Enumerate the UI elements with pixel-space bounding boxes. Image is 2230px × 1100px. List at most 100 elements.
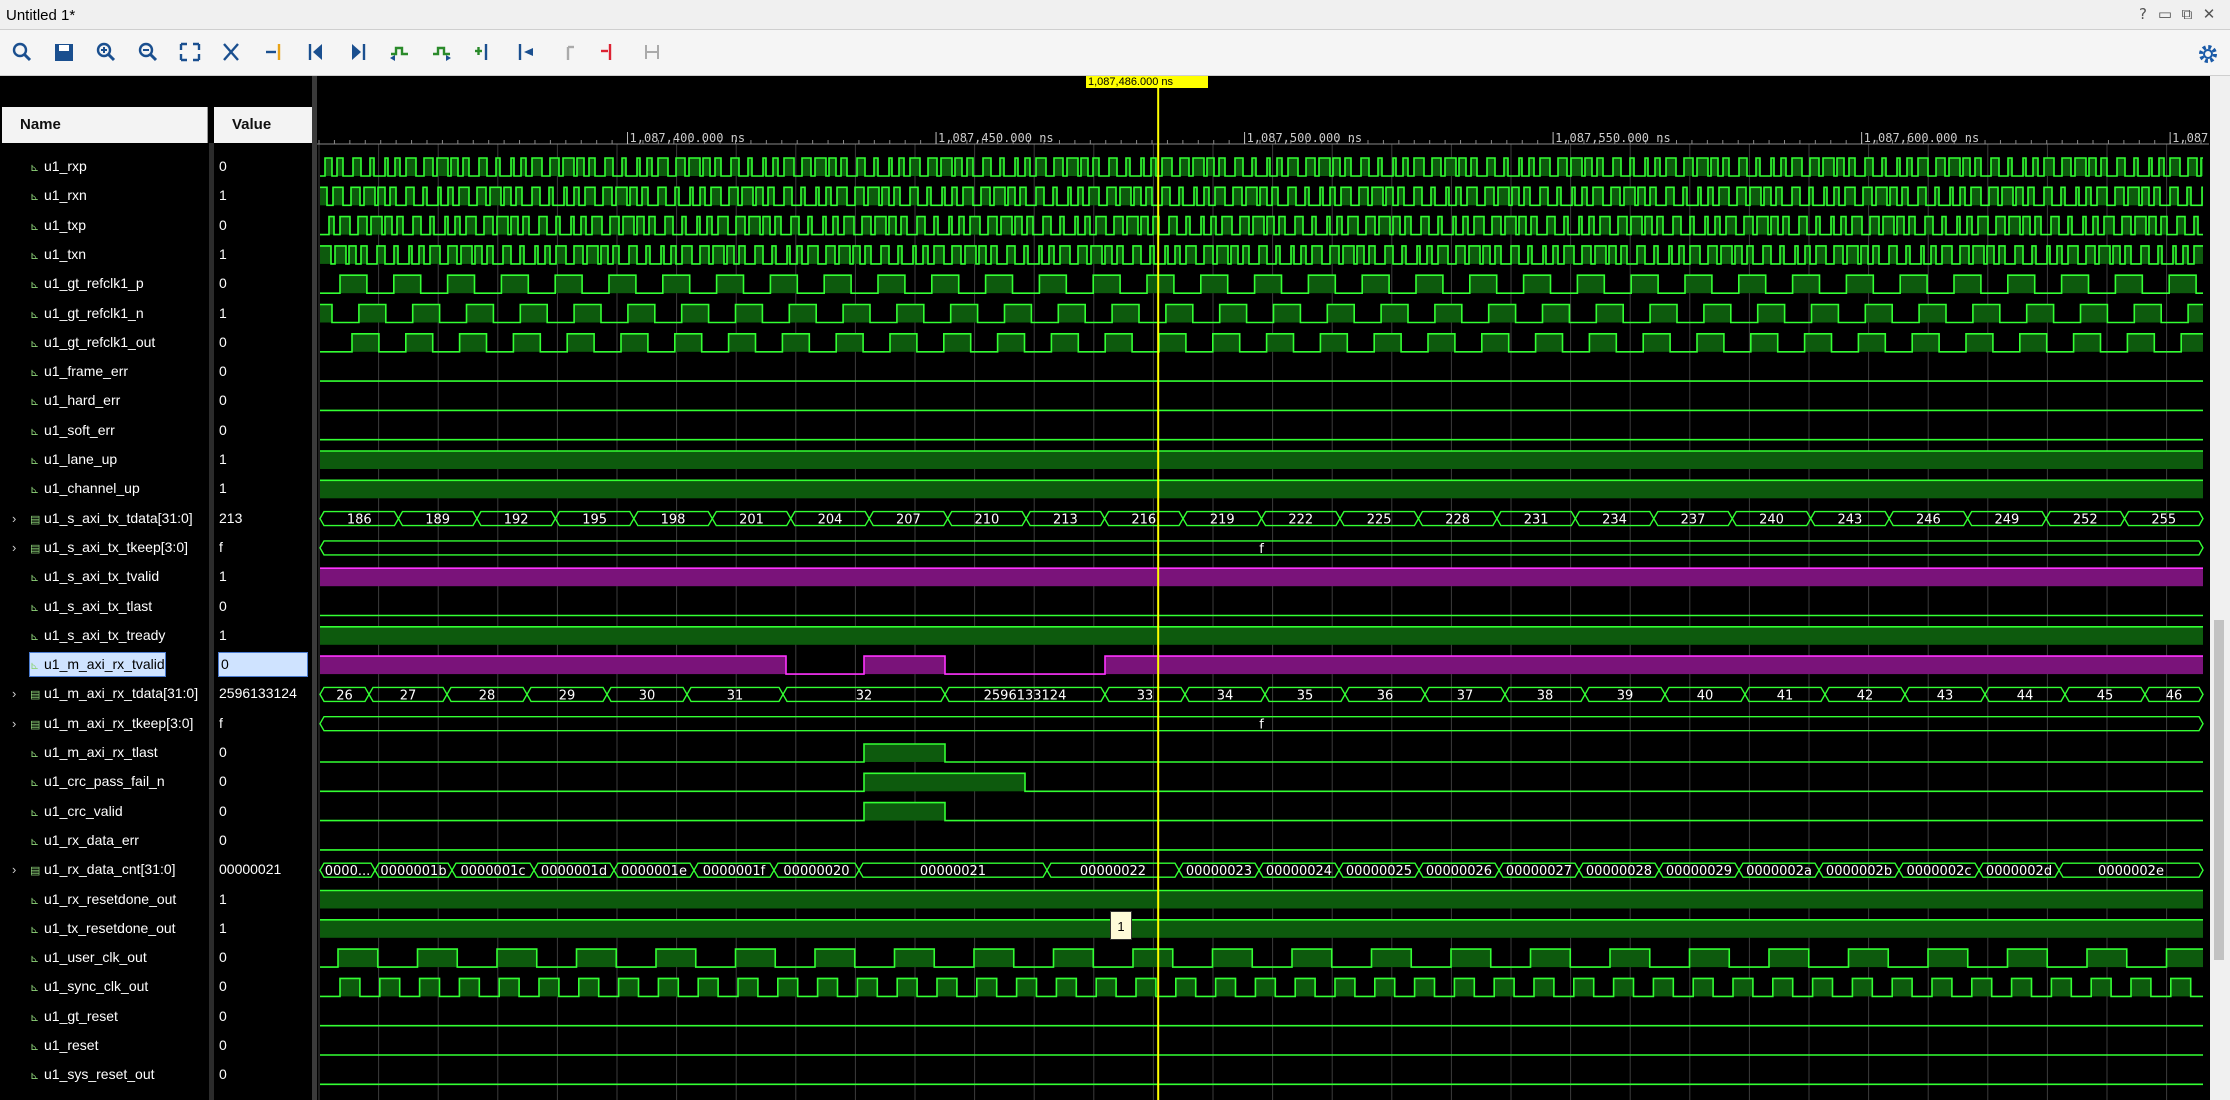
- signal-name[interactable]: ⊾ u1_user_clk_out: [30, 943, 147, 972]
- signal-name[interactable]: ▤ u1_m_axi_rx_tdata[31:0]: [30, 679, 198, 708]
- signal-name[interactable]: ⊾ u1_gt_reset: [30, 1002, 118, 1031]
- signal-row[interactable]: ⊾ u1_rx_data_err 0: [0, 826, 312, 855]
- previous-transition-icon[interactable]: [386, 39, 414, 65]
- zoom-fit-icon[interactable]: [176, 39, 204, 65]
- signal-name[interactable]: ▤ u1_rx_data_cnt[31:0]: [30, 855, 176, 884]
- next-marker-icon[interactable]: [554, 39, 582, 65]
- signal-name[interactable]: ⊾ u1_crc_valid: [30, 797, 123, 826]
- add-marker-icon[interactable]: [470, 39, 498, 65]
- signal-row[interactable]: ⊾ u1_txn 1: [0, 240, 312, 269]
- expand-chevron-icon[interactable]: ›: [12, 686, 17, 702]
- snap-icon[interactable]: [218, 39, 246, 65]
- signal-name[interactable]: ⊾ u1_rxn: [30, 181, 87, 210]
- signal-name[interactable]: ⊾ u1_sys_reset_out: [30, 1060, 155, 1089]
- signal-name[interactable]: ⊾ u1_txp: [30, 211, 86, 240]
- signal-name[interactable]: ⊾ u1_frame_err: [30, 357, 128, 386]
- signal-name[interactable]: ⊾ u1_rx_resetdone_out: [30, 885, 176, 914]
- panel-splitter[interactable]: [312, 76, 317, 1100]
- signal-row[interactable]: ⊾ u1_txp 0: [0, 211, 312, 240]
- signal-name[interactable]: ▤ u1_s_axi_tx_tkeep[3:0]: [30, 533, 188, 562]
- waveform-high-fill: [1319, 158, 1330, 176]
- signal-row[interactable]: ⊾ u1_hard_err 0: [0, 386, 312, 415]
- cursor-time-label[interactable]: 1,087,486.000 ns: [1086, 76, 1208, 88]
- signal-row[interactable]: ⊾ u1_frame_err 0: [0, 357, 312, 386]
- signal-row[interactable]: › ▤ u1_rx_data_cnt[31:0] 00000021: [0, 855, 312, 884]
- previous-marker-icon[interactable]: [512, 39, 540, 65]
- signal-row[interactable]: ⊾ u1_gt_reset 0: [0, 1002, 312, 1031]
- signal-name[interactable]: ⊾ u1_sync_clk_out: [30, 972, 148, 1001]
- signal-name[interactable]: ▤ u1_m_axi_rx_tkeep[3:0]: [30, 709, 193, 738]
- signal-row[interactable]: ⊾ u1_soft_err 0: [0, 416, 312, 445]
- signal-row[interactable]: ⊾ u1_rxp 0: [0, 152, 312, 181]
- signal-row[interactable]: ⊾ u1_gt_refclk1_p 0: [0, 269, 312, 298]
- signal-row[interactable]: ⊾ u1_s_axi_tx_tvalid 1: [0, 562, 312, 591]
- marker-label[interactable]: 1: [1110, 911, 1132, 940]
- signal-row[interactable]: ⊾ u1_rxn 1: [0, 181, 312, 210]
- expand-chevron-icon[interactable]: ›: [12, 510, 17, 526]
- help-icon[interactable]: ?: [2139, 5, 2147, 23]
- signal-name[interactable]: ⊾ u1_soft_err: [30, 416, 115, 445]
- signal-row[interactable]: ⊾ u1_sys_reset_out 0: [0, 1060, 312, 1089]
- expand-chevron-icon[interactable]: ›: [12, 862, 17, 878]
- signal-row[interactable]: ⊾ u1_m_axi_rx_tvalid 0: [0, 650, 312, 679]
- name-column-header[interactable]: Name: [2, 107, 208, 143]
- signal-row[interactable]: ⊾ u1_crc_valid 0: [0, 797, 312, 826]
- waveform-view[interactable]: 1,087,400.000 ns 1,087,450.000 ns 1,087,50…: [317, 76, 2209, 1100]
- signal-name[interactable]: ⊾ u1_s_axi_tx_tlast: [30, 592, 152, 621]
- signal-name[interactable]: ⊾ u1_crc_pass_fail_n: [30, 767, 165, 796]
- go-to-end-icon[interactable]: [344, 39, 372, 65]
- waveform-high-fill: [406, 187, 414, 206]
- signal-name[interactable]: ⊾ u1_channel_up: [30, 474, 140, 503]
- signal-row[interactable]: ⊾ u1_gt_refclk1_n 1: [0, 299, 312, 328]
- signal-row[interactable]: › ▤ u1_m_axi_rx_tkeep[3:0] f: [0, 709, 312, 738]
- vertical-scrollbar-thumb[interactable]: [2214, 620, 2224, 960]
- signal-row[interactable]: ⊾ u1_reset 0: [0, 1031, 312, 1060]
- expand-chevron-icon[interactable]: ›: [12, 539, 17, 555]
- signal-row[interactable]: ⊾ u1_tx_resetdone_out 1: [0, 914, 312, 943]
- signal-row[interactable]: ⊾ u1_sync_clk_out 0: [0, 972, 312, 1001]
- save-icon[interactable]: [50, 39, 78, 65]
- signal-row[interactable]: ⊾ u1_lane_up 1: [0, 445, 312, 474]
- signal-name[interactable]: ⊾ u1_txn: [30, 240, 86, 269]
- signal-name[interactable]: ⊾ u1_hard_err: [30, 386, 120, 415]
- clear-icon[interactable]: [638, 39, 666, 65]
- signal-name[interactable]: ⊾ u1_m_axi_rx_tvalid: [29, 652, 166, 678]
- signal-row[interactable]: ⊾ u1_gt_refclk1_out 0: [0, 328, 312, 357]
- signal-name[interactable]: ⊾ u1_m_axi_rx_tlast: [30, 738, 158, 767]
- close-icon[interactable]: ✕: [2202, 5, 2216, 23]
- signal-name[interactable]: ⊾ u1_s_axi_tx_tready: [30, 621, 165, 650]
- signal-name[interactable]: ⊾ u1_gt_refclk1_out: [30, 328, 155, 357]
- signal-name[interactable]: ▤ u1_s_axi_tx_tdata[31:0]: [30, 504, 193, 533]
- restore-icon[interactable]: ▭: [2157, 5, 2173, 23]
- signal-name[interactable]: ⊾ u1_gt_refclk1_p: [30, 269, 144, 298]
- signal-row[interactable]: ⊾ u1_user_clk_out 0: [0, 943, 312, 972]
- signal-name[interactable]: ⊾ u1_lane_up: [30, 445, 117, 474]
- signal-row[interactable]: › ▤ u1_s_axi_tx_tdata[31:0] 213: [0, 504, 312, 533]
- signal-row[interactable]: ⊾ u1_s_axi_tx_tready 1: [0, 621, 312, 650]
- swap-cursors-icon[interactable]: [596, 39, 624, 65]
- go-to-start-icon[interactable]: [302, 39, 330, 65]
- float-icon[interactable]: ⧉: [2181, 5, 2193, 23]
- signal-row[interactable]: ⊾ u1_m_axi_rx_tlast 0: [0, 738, 312, 767]
- search-icon[interactable]: [8, 39, 36, 65]
- column-divider[interactable]: [209, 143, 214, 1100]
- signal-row[interactable]: › ▤ u1_m_axi_rx_tdata[31:0] 2596133124: [0, 679, 312, 708]
- signal-row[interactable]: ⊾ u1_rx_resetdone_out 1: [0, 885, 312, 914]
- signal-name[interactable]: ⊾ u1_gt_refclk1_n: [30, 299, 144, 328]
- signal-name[interactable]: ⊾ u1_tx_resetdone_out: [30, 914, 176, 943]
- settings-gear-icon[interactable]: [2196, 42, 2220, 66]
- expand-chevron-icon[interactable]: ›: [12, 715, 17, 731]
- signal-name[interactable]: ⊾ u1_s_axi_tx_tvalid: [30, 562, 159, 591]
- signal-name[interactable]: ⊾ u1_rxp: [30, 152, 87, 181]
- next-transition-icon[interactable]: [428, 39, 456, 65]
- go-to-cursor-icon[interactable]: [260, 39, 288, 65]
- signal-row[interactable]: › ▤ u1_s_axi_tx_tkeep[3:0] f: [0, 533, 312, 562]
- signal-name[interactable]: ⊾ u1_reset: [30, 1031, 98, 1060]
- signal-row[interactable]: ⊾ u1_s_axi_tx_tlast 0: [0, 592, 312, 621]
- signal-row[interactable]: ⊾ u1_channel_up 1: [0, 474, 312, 503]
- zoom-in-icon[interactable]: [92, 39, 120, 65]
- zoom-out-icon[interactable]: [134, 39, 162, 65]
- signal-name[interactable]: ⊾ u1_rx_data_err: [30, 826, 139, 855]
- value-column-header[interactable]: Value: [214, 107, 312, 143]
- signal-row[interactable]: ⊾ u1_crc_pass_fail_n 0: [0, 767, 312, 796]
